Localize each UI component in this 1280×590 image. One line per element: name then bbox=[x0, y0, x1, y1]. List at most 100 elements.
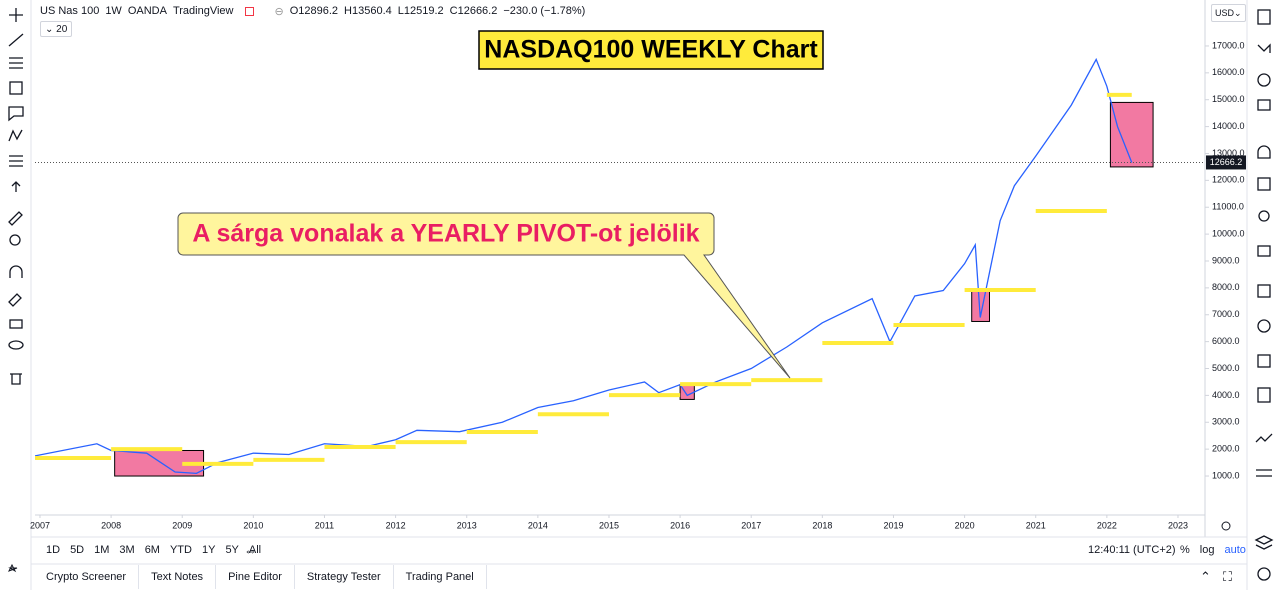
highlight-box bbox=[1109, 101, 1154, 168]
timeframe-button[interactable]: 6M bbox=[144, 544, 160, 556]
timeframe-button[interactable]: All bbox=[248, 544, 262, 556]
y-tick-label: 17000.0 bbox=[1212, 40, 1245, 50]
bottom-tabs: Crypto Screener Text Notes Pine Editor Stra… bbox=[34, 565, 487, 589]
x-tick-label: 2012 bbox=[386, 520, 406, 530]
timeframe-button[interactable]: 1Y bbox=[201, 544, 216, 556]
y-tick-label: 7000.0 bbox=[1212, 309, 1240, 319]
source: OANDA bbox=[127, 5, 167, 17]
scale-option[interactable]: % bbox=[1180, 544, 1190, 556]
layout-icon[interactable] bbox=[1256, 469, 1272, 477]
settings-icon[interactable] bbox=[1221, 521, 1231, 531]
price-line bbox=[35, 57, 1133, 474]
ohlc-close: C12666.2 bbox=[449, 5, 498, 17]
y-tick-label: 5000.0 bbox=[1212, 363, 1240, 373]
prediction-tool[interactable] bbox=[9, 155, 23, 167]
bottom-tab[interactable]: Crypto Screener bbox=[34, 565, 140, 589]
arrow-tool[interactable] bbox=[11, 181, 21, 192]
indicator-toggle[interactable]: ⌄ 20 bbox=[40, 21, 73, 37]
hotlist-icon[interactable] bbox=[1257, 354, 1271, 368]
last-price-box bbox=[1206, 155, 1246, 170]
x-tick-label: 2014 bbox=[528, 520, 548, 530]
shape-tool[interactable] bbox=[9, 81, 23, 95]
left-toolbar bbox=[8, 8, 24, 385]
data-window-icon[interactable] bbox=[1257, 73, 1271, 87]
notifications-icon[interactable] bbox=[1257, 145, 1271, 159]
symbol[interactable]: US Nas 100 bbox=[40, 5, 100, 17]
flag[interactable] bbox=[245, 6, 255, 16]
ohlc-low: L12519.2 bbox=[397, 5, 444, 17]
timeframe-button[interactable]: YTD bbox=[169, 544, 192, 556]
pattern-tool[interactable] bbox=[8, 129, 23, 142]
timeframe-button[interactable]: 3M bbox=[119, 544, 135, 556]
trading-icon[interactable] bbox=[1255, 433, 1273, 443]
scale-option[interactable]: auto bbox=[1224, 544, 1246, 556]
timeframe-button[interactable]: 1D bbox=[46, 544, 61, 556]
y-tick-label: 1000.0 bbox=[1212, 470, 1240, 480]
x-tick-label: 2018 bbox=[812, 520, 832, 530]
ohlc-open: O12896.2 bbox=[289, 5, 339, 17]
news-icon[interactable] bbox=[1257, 99, 1271, 111]
crosshair-tool[interactable] bbox=[9, 8, 23, 22]
currency-button[interactable]: USD ⌄ bbox=[1211, 4, 1246, 22]
hide-button[interactable]: ⊖ bbox=[274, 5, 284, 18]
date-range-button[interactable]: ⇔ bbox=[244, 542, 257, 558]
x-tick-label: 2019 bbox=[883, 520, 903, 530]
annotation-tool[interactable] bbox=[8, 106, 24, 122]
streams-icon[interactable] bbox=[1257, 245, 1271, 257]
chart-title: NASDAQ100 WEEKLY Chart bbox=[484, 36, 818, 64]
x-tick-label: 2010 bbox=[243, 520, 263, 530]
favorite-icon[interactable] bbox=[7, 563, 18, 573]
timeframe-button[interactable]: 5D bbox=[70, 544, 85, 556]
lock-draw-tool[interactable] bbox=[8, 293, 22, 307]
magnet-tool[interactable] bbox=[9, 265, 23, 278]
bottom-tab[interactable]: Text Notes bbox=[139, 565, 217, 589]
bottom-tab[interactable]: Trading Panel bbox=[394, 565, 487, 589]
bottom-tab[interactable]: Strategy Tester bbox=[295, 565, 394, 589]
x-tick-label: 2021 bbox=[1026, 520, 1046, 530]
callout-text: A sárga vonalak a YEARLY PIVOT-ot jelöli… bbox=[192, 220, 699, 248]
y-tick-label: 12000.0 bbox=[1212, 175, 1245, 185]
watchlist-icon[interactable] bbox=[1257, 9, 1271, 25]
y-tick-label: 10000.0 bbox=[1212, 228, 1245, 238]
indicator-value: 20 bbox=[56, 23, 68, 35]
ohlc-change: −230.0 (−1.78%) bbox=[503, 5, 586, 17]
chats-icon[interactable] bbox=[1257, 284, 1271, 298]
fib-tool[interactable] bbox=[9, 57, 23, 69]
collapse-button[interactable]: ⌃ bbox=[1200, 569, 1211, 584]
help-icon[interactable] bbox=[1257, 319, 1271, 333]
scale-option[interactable]: log bbox=[1199, 544, 1215, 556]
screener-icon[interactable] bbox=[1257, 387, 1271, 403]
zoom-tool[interactable] bbox=[9, 234, 21, 246]
timeframe-button[interactable]: 5Y bbox=[225, 544, 239, 556]
interval[interactable]: 1W bbox=[105, 5, 122, 17]
y-tick-label: 4000.0 bbox=[1212, 390, 1240, 400]
ideas-icon[interactable] bbox=[1258, 210, 1270, 222]
lock-tool[interactable] bbox=[9, 319, 23, 329]
layers-icon[interactable] bbox=[1254, 535, 1274, 550]
y-tick-label: 8000.0 bbox=[1212, 282, 1240, 292]
help-bottom-icon[interactable] bbox=[1257, 567, 1271, 581]
timeframe-button[interactable]: 1M bbox=[94, 544, 110, 556]
visibility-tool[interactable] bbox=[8, 340, 24, 350]
measure-tool[interactable] bbox=[8, 211, 23, 226]
bottom-tab[interactable]: Pine Editor bbox=[216, 565, 295, 589]
trend-line-tool[interactable] bbox=[8, 33, 24, 47]
x-tick-label: 2009 bbox=[172, 520, 192, 530]
y-tick-label: 6000.0 bbox=[1212, 336, 1240, 346]
y-tick-label: 13000.0 bbox=[1212, 148, 1245, 158]
y-tick-label: 15000.0 bbox=[1212, 94, 1245, 104]
y-tick-label: 14000.0 bbox=[1212, 121, 1245, 131]
y-tick-label: 16000.0 bbox=[1212, 67, 1245, 77]
right-toolbar bbox=[1254, 9, 1274, 581]
y-tick-label: 2000.0 bbox=[1212, 444, 1240, 454]
legend-header: US Nas 100 1W OANDA TradingView ⊖ O12896… bbox=[40, 4, 585, 18]
maximize-button[interactable]: ⛶ bbox=[1222, 569, 1233, 584]
plot bbox=[35, 57, 1154, 477]
delete-tool[interactable] bbox=[10, 373, 22, 385]
y-tick-label: 11000.0 bbox=[1212, 202, 1244, 212]
alerts-icon[interactable] bbox=[1257, 43, 1271, 53]
calendar-icon[interactable] bbox=[1257, 177, 1271, 191]
